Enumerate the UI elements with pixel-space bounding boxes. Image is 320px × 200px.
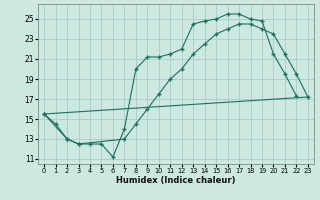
X-axis label: Humidex (Indice chaleur): Humidex (Indice chaleur) <box>116 176 236 185</box>
